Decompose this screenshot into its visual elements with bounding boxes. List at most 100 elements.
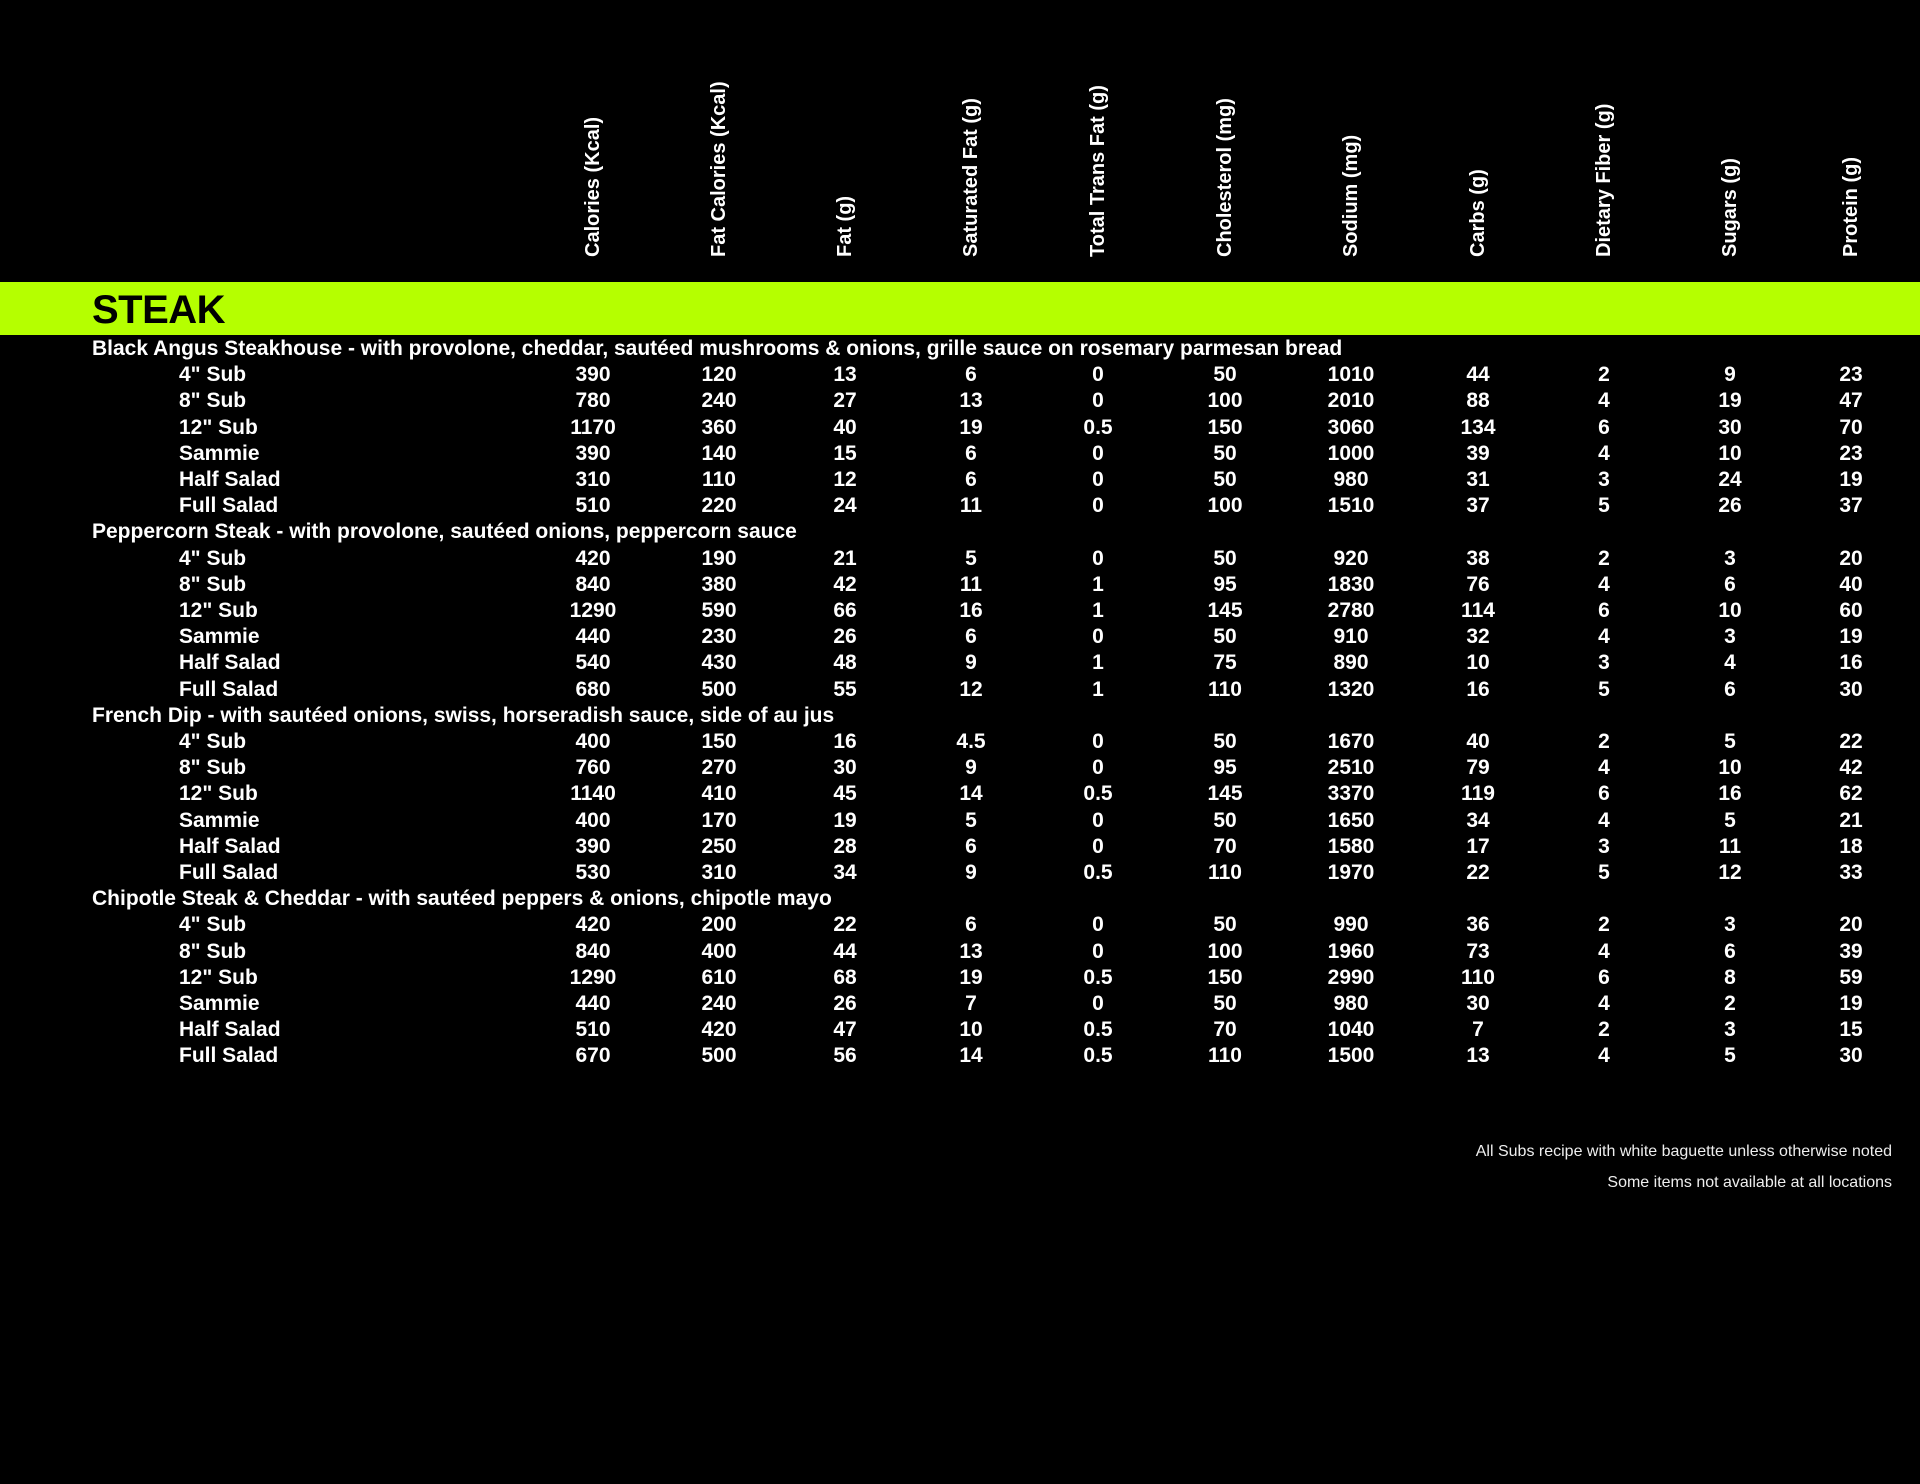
cell-value: 3	[1724, 625, 1736, 649]
table-row: 12" Sub 1140 410 45 14 0.5 145 3370 119 6 16 62	[0, 781, 1920, 807]
item-size: 4" Sub	[179, 546, 247, 570]
cell-value: 11	[959, 572, 983, 596]
cell-value: 250	[701, 834, 737, 858]
item-size: 12" Sub	[179, 599, 258, 622]
cell-value: 40	[1466, 730, 1490, 753]
cell-value: 40	[833, 415, 857, 439]
cell-value: 33	[1839, 861, 1863, 884]
cell-value: 6	[965, 834, 977, 858]
cell-value: 0	[1092, 625, 1104, 649]
cell-value: 270	[701, 756, 737, 780]
cell-value: 400	[575, 730, 611, 753]
cell-value: 100	[1207, 494, 1243, 518]
cell-value: 6	[965, 625, 977, 649]
cell-value: 34	[1466, 808, 1490, 832]
cell-value: 2010	[1327, 389, 1375, 413]
table-row: 8" Sub 760 270 30 9 0 95 2510 79 4 10 42	[0, 755, 1920, 781]
cell-value: 23	[1839, 441, 1863, 465]
cell-value: 145	[1207, 782, 1243, 806]
cell-value: 15	[833, 441, 857, 465]
cell-value: 2	[1598, 363, 1610, 387]
cell-value: 1290	[569, 599, 617, 622]
cell-value: 18	[1839, 834, 1863, 858]
cell-value: 30	[1839, 1044, 1863, 1068]
cell-value: 9	[1724, 363, 1736, 387]
cell-value: 48	[833, 651, 857, 675]
item-size: Sammie	[179, 992, 260, 1015]
column-header: Carbs (g)	[1463, 0, 1493, 281]
cell-value: 5	[1724, 808, 1736, 832]
column-header-label: Fat Calories (Kcal)	[708, 81, 730, 257]
cell-value: 1500	[1327, 1044, 1375, 1068]
cell-value: 6	[1598, 965, 1610, 989]
cell-value: 3	[1724, 546, 1736, 570]
column-header-label: Sodium (mg)	[1340, 134, 1362, 257]
cell-value: 0	[1092, 808, 1104, 832]
column-header-label: Calories (Kcal)	[582, 116, 604, 257]
cell-value: 0	[1092, 494, 1104, 518]
cell-value: 400	[575, 808, 611, 832]
item-size: 12" Sub	[179, 415, 258, 439]
cell-value: 28	[833, 834, 857, 858]
cell-value: 1580	[1327, 834, 1375, 858]
cell-value: 990	[1333, 913, 1369, 937]
cell-value: 16	[833, 730, 857, 753]
item-size: 8" Sub	[179, 939, 247, 963]
cell-value: 4	[1724, 651, 1736, 675]
item-size: 4" Sub	[179, 913, 247, 937]
column-header-label: Fat (g)	[834, 195, 856, 257]
cell-value: 2	[1598, 546, 1610, 570]
column-header-label: Saturated Fat (g)	[960, 98, 982, 257]
item-size: Half Salad	[179, 468, 281, 491]
item-size: Full Salad	[179, 494, 279, 518]
column-header: Calories (Kcal)	[578, 0, 608, 281]
cell-value: 3370	[1327, 782, 1375, 806]
cell-value: 5	[1598, 677, 1610, 701]
footnote: Some items not available at all location…	[1607, 1174, 1892, 1191]
cell-value: 2	[1598, 1018, 1610, 1042]
cell-value: 0	[1092, 834, 1104, 858]
cell-value: 60	[1839, 599, 1863, 622]
cell-value: 76	[1466, 572, 1490, 596]
cell-value: 26	[1718, 494, 1742, 518]
table-row: Sammie 400 170 19 5 0 50 1650 34 4 5 21	[0, 808, 1920, 834]
cell-value: 110	[1461, 965, 1495, 989]
cell-value: 5	[1598, 861, 1610, 884]
cell-value: 910	[1333, 625, 1369, 649]
cell-value: 19	[959, 415, 983, 439]
cell-value: 1320	[1327, 677, 1375, 701]
cell-value: 0.5	[1083, 861, 1113, 884]
cell-value: 150	[1207, 965, 1243, 989]
cell-value: 22	[1466, 861, 1490, 884]
cell-value: 3060	[1327, 415, 1375, 439]
cell-value: 500	[701, 1044, 737, 1068]
cell-value: 79	[1466, 756, 1490, 780]
cell-value: 45	[833, 782, 857, 806]
cell-value: 440	[575, 992, 611, 1015]
cell-value: 150	[1207, 415, 1243, 439]
cell-value: 430	[701, 651, 737, 675]
cell-value: 30	[1466, 992, 1490, 1015]
cell-value: 9	[965, 756, 977, 780]
cell-value: 6	[1724, 939, 1736, 963]
table-row: 4" Sub 420 200 22 6 0 50 990 36 2 3 20	[0, 912, 1920, 938]
cell-value: 66	[833, 599, 857, 622]
item-size: 4" Sub	[179, 730, 247, 753]
item-size: Half Salad	[179, 834, 281, 858]
cell-value: 0.5	[1083, 782, 1113, 806]
table-row: Full Salad 510 220 24 11 0 100 1510 37 5 26 37	[0, 493, 1920, 519]
column-header: Sugars (g)	[1715, 0, 1745, 281]
cell-value: 22	[833, 913, 857, 937]
cell-value: 88	[1466, 389, 1490, 413]
cell-value: 14	[959, 782, 983, 806]
cell-value: 6	[965, 441, 977, 465]
cell-value: 119	[1461, 782, 1495, 806]
cell-value: 5	[1724, 730, 1736, 753]
cell-value: 39	[1466, 441, 1490, 465]
cell-value: 19	[1839, 468, 1863, 491]
cell-value: 4	[1598, 992, 1610, 1015]
cell-value: 1510	[1327, 494, 1375, 518]
cell-value: 120	[701, 363, 737, 387]
column-header: Protein (g)	[1836, 0, 1866, 281]
cell-value: 62	[1839, 782, 1863, 806]
